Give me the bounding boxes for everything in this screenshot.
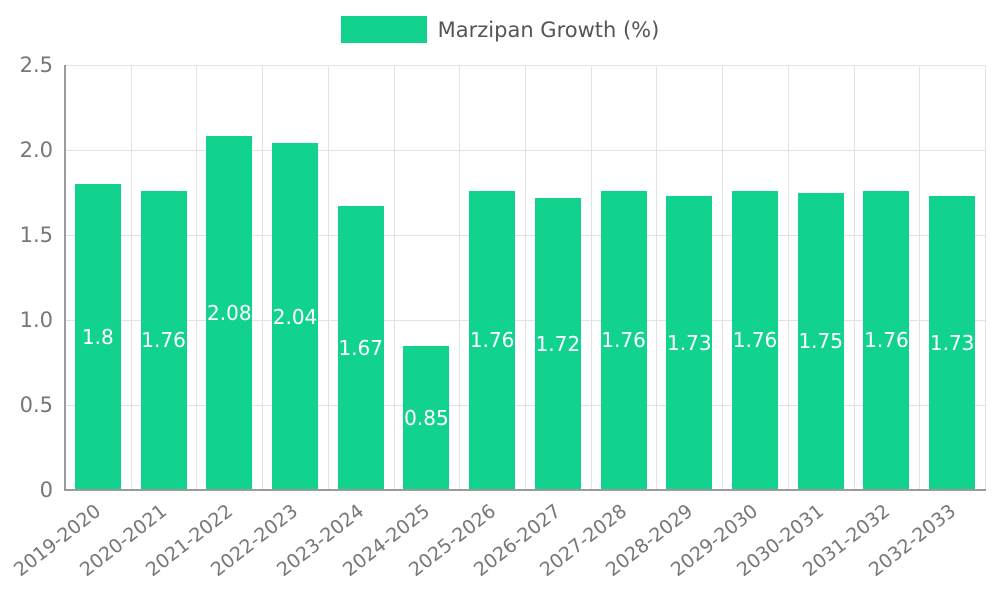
bar: 1.8: [74, 184, 121, 490]
bar-value-label: 1.75: [798, 329, 843, 354]
bar: 1.75: [797, 192, 844, 490]
gridline-v: [196, 65, 198, 490]
y-axis-line: [64, 65, 66, 490]
bar: 1.72: [534, 197, 581, 490]
bar: 2.08: [206, 136, 253, 490]
y-axis-tick-label: 1.5: [19, 223, 53, 247]
gridline-v: [130, 65, 132, 490]
bar-value-label: 2.08: [207, 301, 252, 326]
legend-swatch: [340, 16, 427, 43]
legend[interactable]: Marzipan Growth (%): [0, 16, 1000, 43]
bar-value-label: 1.67: [338, 336, 383, 361]
bar-value-label: 1.73: [929, 330, 975, 355]
bar: 1.73: [666, 195, 713, 490]
y-axis-tick-label: 1.0: [19, 308, 53, 332]
bar-value-label: 1.76: [732, 328, 778, 353]
bar: 1.67: [337, 206, 384, 490]
gridline-v: [459, 65, 461, 490]
bar-value-label: 1.76: [601, 328, 646, 353]
gridline-v: [985, 65, 986, 490]
y-axis-tick-label: 0: [39, 478, 53, 502]
gridline-v: [919, 65, 921, 490]
bar-value-label: 0.85: [404, 405, 449, 430]
bar-value-label: 1.76: [141, 328, 186, 353]
y-axis-tick-label: 0.5: [19, 393, 53, 417]
bar: 0.85: [403, 345, 450, 490]
bar-value-label: 2.04: [272, 304, 318, 329]
bar: 1.76: [732, 190, 778, 490]
bar: 1.76: [469, 190, 516, 490]
bar-value-label: 1.72: [535, 331, 581, 356]
gridline-v: [722, 65, 724, 490]
gridline-v: [656, 65, 658, 490]
bar-value-label: 1.8: [81, 325, 114, 349]
y-axis-tick-label: 2.5: [19, 53, 53, 77]
gridline-v: [262, 65, 264, 490]
plot-area: 0 0.5 1.0 1.5 2.0 2.5 1.8 2019-2020 1.76 2020-202…: [10, 53, 986, 581]
legend-label: Marzipan Growth (%): [437, 17, 660, 42]
gridline-v: [327, 65, 329, 490]
bar: 1.76: [140, 190, 187, 490]
bar-value-label: 1.76: [864, 328, 909, 353]
gridline-v: [393, 65, 395, 490]
gridline-v: [853, 65, 855, 490]
bar: 1.76: [600, 190, 647, 490]
bar-value-label: 1.76: [469, 328, 515, 353]
x-axis-line: [64, 489, 986, 491]
bar-value-label: 1.73: [667, 330, 712, 355]
bar: 1.73: [929, 195, 976, 490]
gridline-v: [787, 65, 789, 490]
bar: 2.04: [272, 143, 318, 490]
gridline-v: [590, 65, 592, 490]
bar: 1.76: [863, 190, 910, 490]
gridline-v: [525, 65, 526, 490]
y-axis-tick-label: 2.0: [19, 138, 53, 162]
